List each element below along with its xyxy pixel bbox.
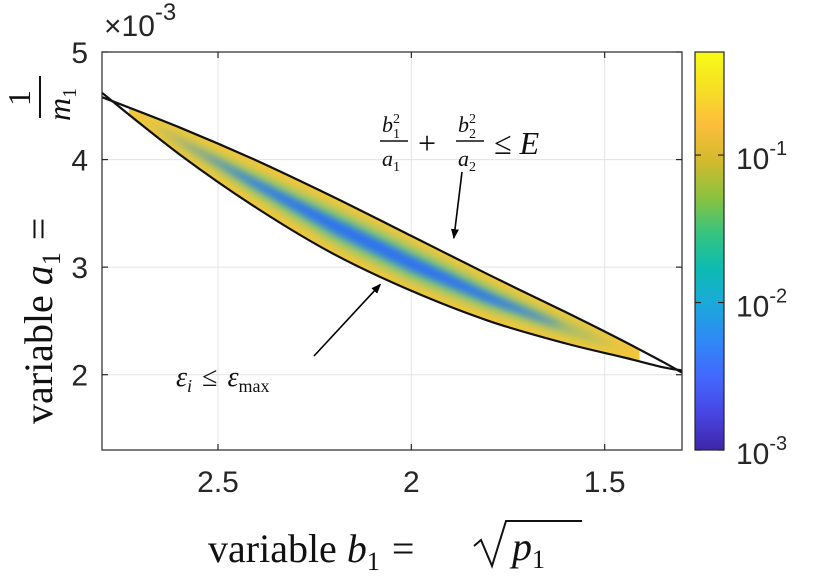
y-tick-label-1: 3	[71, 252, 88, 285]
x-tick-label-2: 1.5	[584, 466, 626, 499]
ann1-arrow	[450, 171, 463, 240]
ann1-f2-den-var: a	[458, 146, 469, 171]
x-tick-label-1: 2	[403, 466, 420, 499]
svg-text:εi≤εmax: εi ≤ εmax	[176, 362, 269, 396]
xlabel-sqrt-symbol	[473, 520, 582, 569]
ann1-f1-num-sup: 2	[393, 112, 400, 127]
colorbar-frame	[694, 51, 725, 451]
svg-text:b21: b2 1	[382, 112, 400, 142]
x-tick-label-0: 2.5	[197, 466, 239, 499]
ann1-f1-num-sub: 1	[393, 127, 400, 142]
ann1-f2-num-sup: 2	[469, 112, 476, 127]
xlabel-rel: =	[392, 526, 415, 571]
ylabel-rel: =	[16, 218, 61, 241]
colorbar-tick-label-2: 10-3	[736, 433, 787, 471]
svg-text:b22: b2 2	[458, 112, 476, 142]
annotation-strain-constraint: εi ≤ εmax	[176, 283, 382, 396]
feasible-region	[129, 107, 640, 362]
svg-text:m1: m1	[41, 88, 81, 121]
xlabel-sqrt-var: p	[509, 524, 532, 569]
ann1-f2-num-sub: 2	[469, 127, 476, 142]
ann1-f2-num-var: b	[458, 112, 469, 137]
ann1-rhs: E	[519, 125, 540, 161]
ylabel-var: a	[16, 265, 61, 285]
colorbar-tick-label-0: 10-1	[736, 138, 787, 176]
x-ticks: 2.5 2 1.5	[197, 52, 626, 499]
svg-text:a2: a2	[458, 146, 476, 175]
region-fill	[129, 107, 640, 362]
y-axis-label: variable a1= 1 m1	[1, 76, 81, 424]
y-tick-label-2: 4	[71, 145, 88, 178]
y-multiplier-exp: -3	[155, 0, 176, 26]
svg-text:≤E: ≤ E	[494, 125, 540, 161]
ann2-arrow	[313, 283, 382, 357]
ann1-rel: ≤	[494, 125, 512, 161]
colorbar: 10-1 10-2 10-3	[694, 51, 787, 471]
ylabel-sub: 1	[37, 252, 66, 265]
xlabel-sub: 1	[367, 547, 380, 576]
ylabel-text: variable	[16, 285, 61, 424]
upper-boundary-curve	[102, 96, 682, 374]
ann2-rel: ≤	[202, 362, 217, 393]
axes-box	[101, 51, 683, 451]
ylabel-frac-den: m	[41, 98, 77, 121]
xlabel-var: b	[347, 526, 367, 571]
ann2-lhs-sub: i	[187, 376, 192, 396]
x-axis-label: variable b1 = p1	[208, 520, 582, 576]
ann1-f2-den-sub: 2	[469, 160, 476, 175]
svg-text:p1: p1	[509, 524, 545, 574]
y-multiplier-base: ×10	[104, 10, 155, 43]
boundaries	[102, 92, 682, 374]
svg-text:variable a1=: variable a1 =	[16, 218, 66, 424]
ann1-f1-den-var: a	[382, 146, 393, 171]
ann1-plus: +	[418, 125, 436, 161]
svg-text:variable b1=: variable b1 =	[208, 526, 414, 576]
ann1-f1-num-var: b	[382, 112, 393, 137]
ylabel-frac-num: 1	[1, 90, 37, 106]
svg-text:a1: a1	[382, 146, 400, 175]
y-ticks: 2 3 4 5	[71, 37, 682, 393]
ylabel-frac-den-sub: 1	[59, 88, 81, 98]
xlabel-text: variable	[208, 526, 347, 571]
ann2-rhs-var: ε	[227, 362, 238, 393]
y-multiplier: ×10-3	[104, 0, 176, 43]
ann2-lhs-var: ε	[176, 362, 187, 393]
ann2-rhs-sub: max	[238, 376, 269, 396]
ann1-f1-den-sub: 1	[393, 160, 400, 175]
xlabel-sqrt-sub: 1	[532, 545, 545, 574]
colorbar-ticks: 10-1 10-2 10-3	[695, 138, 787, 471]
colorbar-tick-label-1: 10-2	[736, 286, 787, 324]
annotation-energy-constraint: b2 1 a1 + b2 2 a2 ≤ E	[380, 112, 540, 240]
y-tick-label-3: 5	[71, 37, 88, 70]
lower-boundary-curve	[102, 92, 682, 372]
y-tick-label-0: 2	[71, 360, 88, 393]
colorbar-gradient	[695, 52, 724, 450]
